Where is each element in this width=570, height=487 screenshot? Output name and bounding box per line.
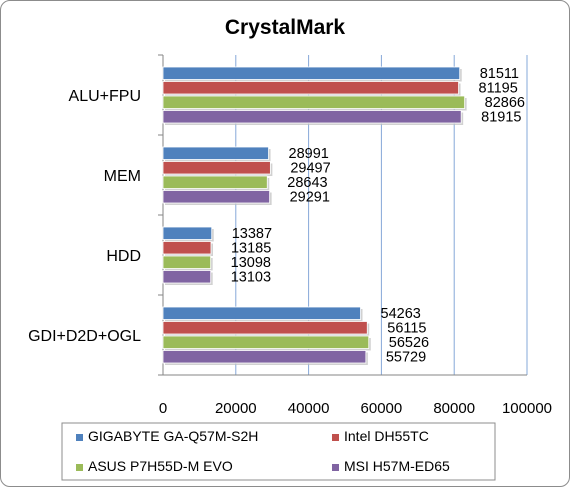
bar <box>162 255 212 269</box>
bar <box>162 110 462 124</box>
bar <box>162 241 212 255</box>
category-label: HDD <box>106 248 141 265</box>
data-label: 28643 <box>287 175 327 191</box>
data-label: 13185 <box>231 241 271 257</box>
bar <box>162 81 459 95</box>
bar <box>162 175 268 189</box>
bar <box>162 350 367 364</box>
legend-swatch <box>76 434 83 441</box>
bar <box>162 161 271 175</box>
data-label: 29497 <box>290 161 330 177</box>
data-label: 13387 <box>232 226 272 242</box>
bar <box>162 335 370 349</box>
legend-label: MSI H57M-ED65 <box>344 458 450 474</box>
x-tick-label: 60000 <box>361 400 403 417</box>
bar <box>162 306 361 320</box>
bar <box>162 66 461 80</box>
plot-area: 0 20000 40000 60000 80000 100000ALU+FPU815118… <box>28 54 552 417</box>
data-label: 55729 <box>386 350 426 366</box>
legend-box <box>61 422 496 481</box>
data-label: 13103 <box>231 270 271 286</box>
legend-swatch <box>76 464 83 471</box>
legend-label: Intel DH55TC <box>344 428 429 444</box>
x-tick-label: 20000 <box>215 400 257 417</box>
legend: GIGABYTE GA-Q57M-S2H Intel DH55TC ASUS P7H… <box>61 422 496 481</box>
x-tick-label: 80000 <box>433 400 475 417</box>
chart-title: CrystalMark <box>225 16 346 39</box>
legend-label: GIGABYTE GA-Q57M-S2H <box>88 428 258 444</box>
data-label: 56526 <box>389 335 429 351</box>
x-tick-label: 40000 <box>288 400 330 417</box>
data-label: 81511 <box>480 66 519 82</box>
bar <box>162 270 212 284</box>
category-label: ALU+FPU <box>69 88 141 105</box>
data-label: 56115 <box>387 321 426 337</box>
data-label: 29291 <box>290 190 330 206</box>
x-tick-label: 100000 <box>502 400 552 417</box>
bar <box>162 146 269 160</box>
category-label: GDI+D2D+OGL <box>28 328 141 345</box>
data-label: 13098 <box>231 255 271 271</box>
bar <box>162 321 368 335</box>
bar <box>162 226 213 240</box>
data-label: 28991 <box>289 146 329 162</box>
legend-label: ASUS P7H55D-M EVO <box>88 458 233 474</box>
data-label: 54263 <box>381 306 421 322</box>
legend-swatch <box>332 464 339 471</box>
data-label: 81195 <box>479 81 518 97</box>
bar <box>162 190 271 204</box>
x-tick-label: 0 <box>159 400 167 417</box>
bar <box>162 95 466 109</box>
data-label: 81915 <box>481 110 521 126</box>
category-label: MEM <box>104 168 141 185</box>
legend-swatch <box>332 434 339 441</box>
data-label: 82866 <box>485 95 525 111</box>
